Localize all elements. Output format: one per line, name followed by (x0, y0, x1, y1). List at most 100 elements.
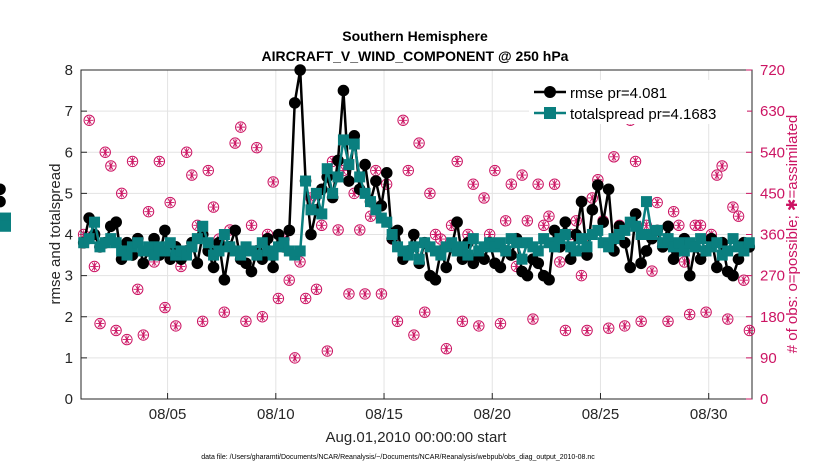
obs-possible-marker (548, 178, 561, 190)
obs-point (88, 260, 101, 273)
rmse-point (591, 179, 604, 191)
obs-assimilated-marker (198, 317, 207, 326)
rmse-point (635, 257, 647, 270)
obs-point (170, 320, 182, 332)
obs-possible-marker (397, 114, 409, 126)
obs-assimilated-marker (572, 216, 581, 225)
obs-assimilated-marker (420, 307, 429, 317)
obs-possible-marker (413, 137, 425, 149)
obs-possible-marker (110, 324, 122, 337)
obs-point (505, 178, 518, 190)
rmse-point (494, 261, 507, 274)
obs-possible-marker (694, 219, 707, 232)
y-tick-label: 8 (65, 62, 73, 79)
y-tick-label: 0 (65, 391, 73, 408)
obs-possible-marker (170, 320, 182, 332)
obs-assimilated-marker (187, 170, 197, 180)
totalspread-point (738, 245, 750, 257)
rmse-point (110, 216, 122, 228)
obs-point (164, 196, 176, 209)
obs-assimilated-marker (501, 216, 510, 225)
totalspread-point (695, 233, 707, 245)
totalspread-point (256, 237, 268, 249)
totalspread-point (294, 245, 306, 257)
obs-assimilated-marker (117, 189, 126, 198)
rmse-point (294, 64, 306, 76)
totalspread-point (343, 159, 355, 171)
obs-point (667, 205, 680, 218)
totalspread-point (386, 229, 398, 240)
obs-assimilated-marker (442, 344, 451, 353)
obs-possible-marker (440, 343, 453, 355)
obs-possible-marker (142, 205, 155, 218)
obs-point (521, 215, 534, 227)
obs-possible-marker (738, 274, 750, 286)
rmse-point (380, 167, 393, 179)
obs-point (310, 283, 323, 296)
obs-assimilated-marker (734, 212, 743, 221)
totalspread-point (186, 241, 198, 253)
rmse-point (0, 183, 6, 196)
obs-assimilated-marker (377, 289, 386, 299)
obs-point (251, 141, 263, 154)
totalspread-point (603, 241, 615, 253)
obs-possible-marker (494, 317, 507, 330)
obs-point (456, 315, 469, 328)
obs-point (424, 187, 436, 200)
obs-possible-marker (229, 137, 241, 149)
obs-possible-marker (207, 201, 220, 213)
obs-assimilated-marker (485, 230, 494, 239)
obs-possible-marker (451, 155, 463, 168)
y2-tick-label: 360 (760, 227, 785, 244)
obs-point (738, 274, 750, 286)
obs-assimilated-marker (674, 221, 684, 230)
obs-point (153, 155, 166, 168)
obs-assimilated-marker (609, 152, 619, 162)
obs-possible-marker (159, 301, 171, 314)
rmse-point (602, 183, 615, 196)
totalspread-point (278, 237, 290, 249)
obs-assimilated-marker (496, 319, 505, 328)
legend: rmse pr=4.081 totalspread pr=4.1683 (529, 80, 747, 124)
totalspread-point (164, 237, 176, 249)
obs-assimilated-marker (95, 319, 105, 328)
obs-assimilated-marker (360, 289, 370, 299)
obs-assimilated-marker (404, 166, 413, 175)
obs-point (516, 169, 528, 181)
obs-possible-marker (272, 292, 285, 305)
obs-possible-marker (527, 313, 539, 325)
obs-point (343, 288, 355, 300)
obs-possible-marker (489, 164, 501, 177)
obs-point (359, 288, 371, 300)
obs-possible-marker (554, 256, 566, 268)
obs-point (532, 178, 544, 190)
obs-point (527, 313, 539, 325)
totalspread-point (462, 249, 474, 261)
obs-point (283, 274, 295, 286)
y-tick-label: 6 (65, 144, 73, 161)
totalspread-point (678, 245, 690, 257)
obs-possible-marker (662, 315, 674, 328)
obs-point (559, 324, 572, 337)
obs-assimilated-marker (285, 275, 294, 285)
obs-assimilated-marker (306, 193, 316, 203)
totalspread-point (559, 229, 571, 240)
obs-assimilated-marker (155, 157, 164, 166)
obs-point (662, 315, 674, 328)
totalspread-point (267, 249, 279, 261)
obs-assimilated-marker (701, 307, 711, 317)
totalspread-point (348, 138, 360, 150)
obs-point (651, 196, 663, 209)
obs-point (235, 121, 247, 133)
obs-possible-marker (359, 288, 371, 300)
obs-assimilated-marker (512, 262, 521, 271)
totalspread-point (408, 241, 420, 253)
rmse-point (586, 204, 599, 216)
obs-point (440, 343, 453, 355)
x-tick-label: 08/15 (365, 406, 403, 423)
chart-subtitle: AIRCRAFT_V_WIND_COMPONENT @ 250 hPa (262, 48, 569, 64)
totalspread-point (159, 245, 171, 257)
obs-possible-marker (532, 178, 544, 190)
rmse-point (283, 224, 296, 237)
rmse-point (191, 257, 204, 270)
